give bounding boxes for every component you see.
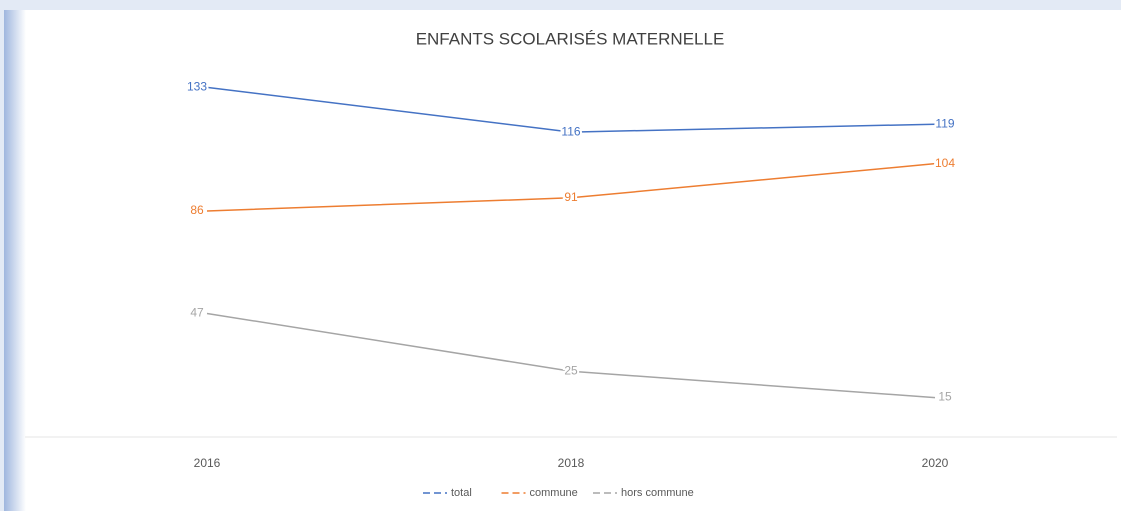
data-label: 119 bbox=[935, 116, 954, 130]
chart-area bbox=[4, 10, 1121, 511]
chart-title: ENFANTS SCOLARISÉS MATERNELLE bbox=[416, 29, 725, 48]
line bbox=[206, 86, 936, 133]
line bbox=[206, 162, 936, 212]
data-label: 86 bbox=[190, 203, 204, 217]
data-label: 25 bbox=[564, 363, 578, 377]
legend-label: commune bbox=[530, 487, 578, 499]
x-tick-label: 2018 bbox=[558, 456, 585, 470]
side-shade bbox=[4, 10, 26, 511]
data-label: 133 bbox=[187, 80, 207, 94]
x-tick-label: 2016 bbox=[194, 456, 221, 470]
data-label: 104 bbox=[935, 156, 955, 170]
line bbox=[206, 312, 936, 399]
legend-label: total bbox=[451, 487, 472, 499]
legend-label: hors commune bbox=[621, 487, 694, 499]
x-tick-label: 2020 bbox=[922, 456, 949, 470]
data-label: 47 bbox=[190, 306, 204, 320]
data-label: 116 bbox=[561, 124, 580, 138]
data-label: 15 bbox=[938, 390, 952, 404]
data-label: 91 bbox=[564, 190, 578, 204]
